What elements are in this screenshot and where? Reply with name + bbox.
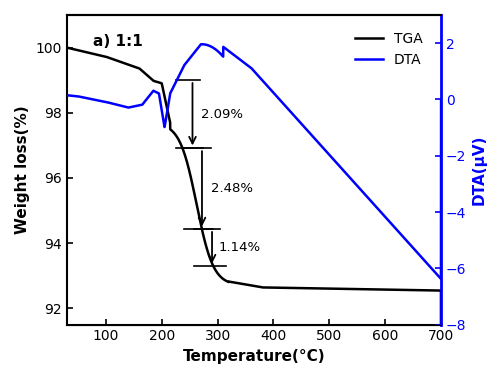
TGA — [430, 288, 436, 293]
Text: 2.48%: 2.48% — [211, 182, 253, 195]
DTA — [437, 97, 443, 102]
X-axis label: Temperature(°C): Temperature(°C) — [182, 349, 325, 364]
Y-axis label: Weight loss(%): Weight loss(%) — [15, 105, 30, 234]
TGA — [207, 257, 213, 262]
DTA — [430, 269, 436, 273]
TGA — [390, 287, 396, 292]
Legend: TGA, DTA: TGA, DTA — [350, 28, 426, 71]
Text: 1.14%: 1.14% — [218, 241, 261, 254]
DTA — [64, 93, 70, 97]
DTA — [223, 47, 229, 52]
DTA — [207, 44, 213, 49]
Text: a) 1:1: a) 1:1 — [93, 34, 142, 49]
DTA — [106, 100, 112, 105]
Y-axis label: DTA(μV): DTA(μV) — [471, 135, 486, 205]
DTA — [437, 277, 443, 281]
Line: DTA: DTA — [67, 44, 440, 279]
DTA — [198, 42, 204, 47]
Line: TGA: TGA — [67, 48, 440, 379]
TGA — [64, 45, 70, 50]
TGA — [128, 63, 134, 68]
DTA — [128, 105, 134, 109]
Text: 2.09%: 2.09% — [200, 108, 242, 121]
TGA — [223, 279, 229, 283]
DTA — [390, 224, 396, 229]
TGA — [106, 56, 112, 60]
